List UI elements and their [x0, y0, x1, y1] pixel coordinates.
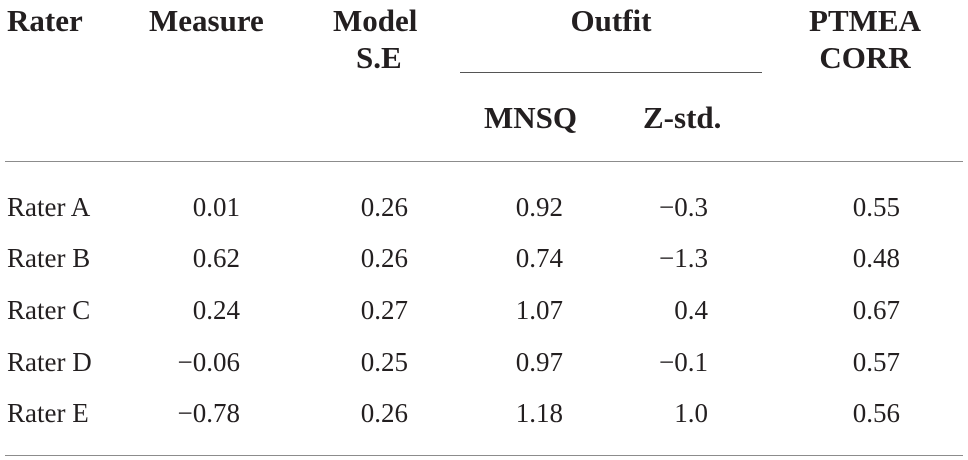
cell-measure: −0.06 — [177, 347, 240, 377]
cell-mnsq: 1.07 — [515, 295, 563, 325]
cell-se: 0.27 — [360, 295, 408, 325]
cell-se: 0.25 — [360, 347, 408, 377]
header-model-se-line1: Model — [333, 3, 418, 38]
cell-rater: Rater A — [7, 192, 91, 222]
cell-measure: 0.01 — [192, 192, 240, 222]
cell-zstd: 1.0 — [674, 398, 708, 428]
cell-ptmea: 0.48 — [852, 243, 900, 273]
outfit-group-rule — [460, 72, 762, 73]
header-mnsq: MNSQ — [484, 100, 577, 135]
header-bottom-rule — [5, 161, 963, 162]
header-model-se-line2: S.E — [356, 40, 402, 75]
cell-zstd: −0.1 — [659, 347, 708, 377]
header-zstd: Z-std. — [643, 100, 722, 135]
cell-ptmea: 0.56 — [852, 398, 900, 428]
cell-rater: Rater D — [7, 347, 92, 377]
cell-measure: 0.62 — [192, 243, 240, 273]
cell-ptmea: 0.55 — [852, 192, 900, 222]
cell-se: 0.26 — [360, 243, 408, 273]
cell-mnsq: 0.97 — [515, 347, 563, 377]
cell-rater: Rater E — [7, 398, 89, 428]
header-ptmea-line1: PTMEA — [809, 3, 921, 38]
header-ptmea-line2: CORR — [819, 40, 911, 75]
cell-ptmea: 0.67 — [852, 295, 900, 325]
cell-mnsq: 1.18 — [515, 398, 563, 428]
cell-se: 0.26 — [360, 192, 408, 222]
cell-rater: Rater B — [7, 243, 91, 273]
cell-zstd: −0.3 — [659, 192, 708, 222]
cell-measure: −0.78 — [177, 398, 240, 428]
header-outfit: Outfit — [570, 3, 652, 38]
header-measure: Measure — [149, 3, 264, 38]
header-rater: Rater — [7, 3, 83, 38]
cell-se: 0.26 — [360, 398, 408, 428]
cell-measure: 0.24 — [192, 295, 240, 325]
cell-ptmea: 0.57 — [852, 347, 900, 377]
table-bottom-rule — [5, 455, 963, 456]
cell-mnsq: 0.74 — [515, 243, 563, 273]
cell-mnsq: 0.92 — [515, 192, 563, 222]
cell-zstd: 0.4 — [674, 295, 708, 325]
cell-rater: Rater C — [7, 295, 91, 325]
cell-zstd: −1.3 — [659, 243, 708, 273]
